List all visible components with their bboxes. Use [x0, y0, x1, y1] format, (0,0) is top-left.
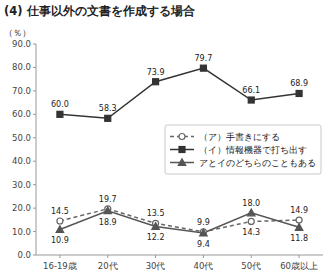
x-tick [107, 255, 108, 258]
y-axis-line [36, 44, 37, 255]
x-tick-label: 40代 [194, 261, 214, 271]
data-label: 11.8 [290, 234, 308, 243]
legend: （ア）手書きにする （イ）情報機器で打ち出すアとイのどちらのこともある [165, 125, 321, 174]
legend-marker [178, 159, 186, 166]
data-labels: 14.5 19.7 13.5 9.9 14.3 14.9 60.0 58.3 73.9 79.7 6… [51, 54, 308, 249]
y-tick-label: 0.0 [17, 250, 31, 260]
y-tick [33, 67, 36, 68]
y-tick [33, 90, 36, 91]
data-point [200, 229, 208, 236]
series-line [60, 209, 299, 232]
data-point [248, 218, 254, 224]
x-tick [59, 255, 60, 258]
x-tick [155, 255, 156, 258]
data-label: 68.9 [290, 79, 308, 88]
x-tick-label: 30代 [146, 261, 166, 271]
legend-label: （ア）手書きにする [199, 132, 280, 142]
data-label: 9.9 [197, 218, 210, 227]
data-label: 79.7 [195, 54, 213, 63]
data-point [57, 111, 63, 117]
y-tick [33, 255, 36, 256]
x-tick-label: 50代 [241, 261, 261, 271]
series-line [60, 211, 299, 233]
data-label: 12.2 [147, 233, 165, 242]
data-point [57, 218, 63, 224]
y-tick [33, 208, 36, 209]
y-tick-label: 40.0 [12, 156, 31, 166]
data-point [56, 226, 64, 233]
legend-frame [165, 125, 321, 174]
data-point [152, 223, 160, 230]
data-label: 9.4 [197, 240, 210, 249]
y-tick [33, 114, 36, 115]
legend-label: アとイのどちらのこともある [199, 158, 316, 168]
axes: 0.0 10.0 20.0 30.0 40.0 50.0 60.0 70.0 80.0 90.0 1… [12, 39, 323, 271]
y-tick-label: 50.0 [12, 133, 31, 143]
x-tick [251, 255, 252, 258]
data-label: 18.9 [99, 218, 117, 227]
data-point [105, 115, 111, 121]
x-tick-label: 60歳以上 [280, 261, 318, 271]
y-tick-label: 80.0 [12, 62, 31, 72]
data-label: 10.9 [51, 236, 69, 245]
y-tick [33, 161, 36, 162]
data-point [295, 224, 303, 231]
data-label: 66.1 [242, 86, 260, 95]
data-label: 14.3 [242, 228, 260, 237]
data-point [200, 65, 206, 71]
chart: (4) 仕事以外の文書を作成する場合 （％） 0.0 10.0 20.0 30.0 40.0… [0, 0, 331, 277]
y-tick-label: 30.0 [12, 180, 31, 190]
legend-marker [179, 134, 185, 140]
data-label: 73.9 [147, 68, 165, 77]
y-tick-label: 60.0 [12, 109, 31, 119]
y-tick-label: 10.0 [12, 227, 31, 237]
data-label: 18.0 [242, 199, 260, 208]
series-line [60, 68, 299, 118]
y-tick-label: 70.0 [12, 86, 31, 96]
legend-marker [179, 147, 185, 153]
data-point [153, 79, 159, 85]
y-tick [33, 231, 36, 232]
x-tick [203, 255, 204, 258]
y-tick-label: 90.0 [12, 39, 31, 49]
data-point [296, 90, 302, 96]
y-tick [33, 44, 36, 45]
y-tick [33, 137, 36, 138]
x-tick-label: 20代 [98, 261, 118, 271]
data-point [248, 209, 256, 216]
legend-label: （イ）情報機器で打ち出す [199, 145, 307, 155]
title: (4) 仕事以外の文書を作成する場合 [4, 4, 195, 18]
x-axis-line [36, 255, 323, 256]
data-point [248, 97, 254, 103]
y-tick [33, 184, 36, 185]
data-point [104, 207, 112, 214]
data-label: 60.0 [51, 100, 69, 109]
y-axis-label: （％） [4, 28, 31, 38]
x-tick [299, 255, 300, 258]
data-label: 14.9 [290, 206, 308, 215]
data-label: 13.5 [147, 209, 165, 218]
x-tick-label: 16-19歳 [43, 261, 77, 271]
y-tick-label: 20.0 [12, 203, 31, 213]
data-label: 58.3 [99, 104, 117, 113]
data-point [296, 217, 302, 223]
data-label: 19.7 [99, 195, 117, 204]
data-label: 14.5 [51, 207, 69, 216]
